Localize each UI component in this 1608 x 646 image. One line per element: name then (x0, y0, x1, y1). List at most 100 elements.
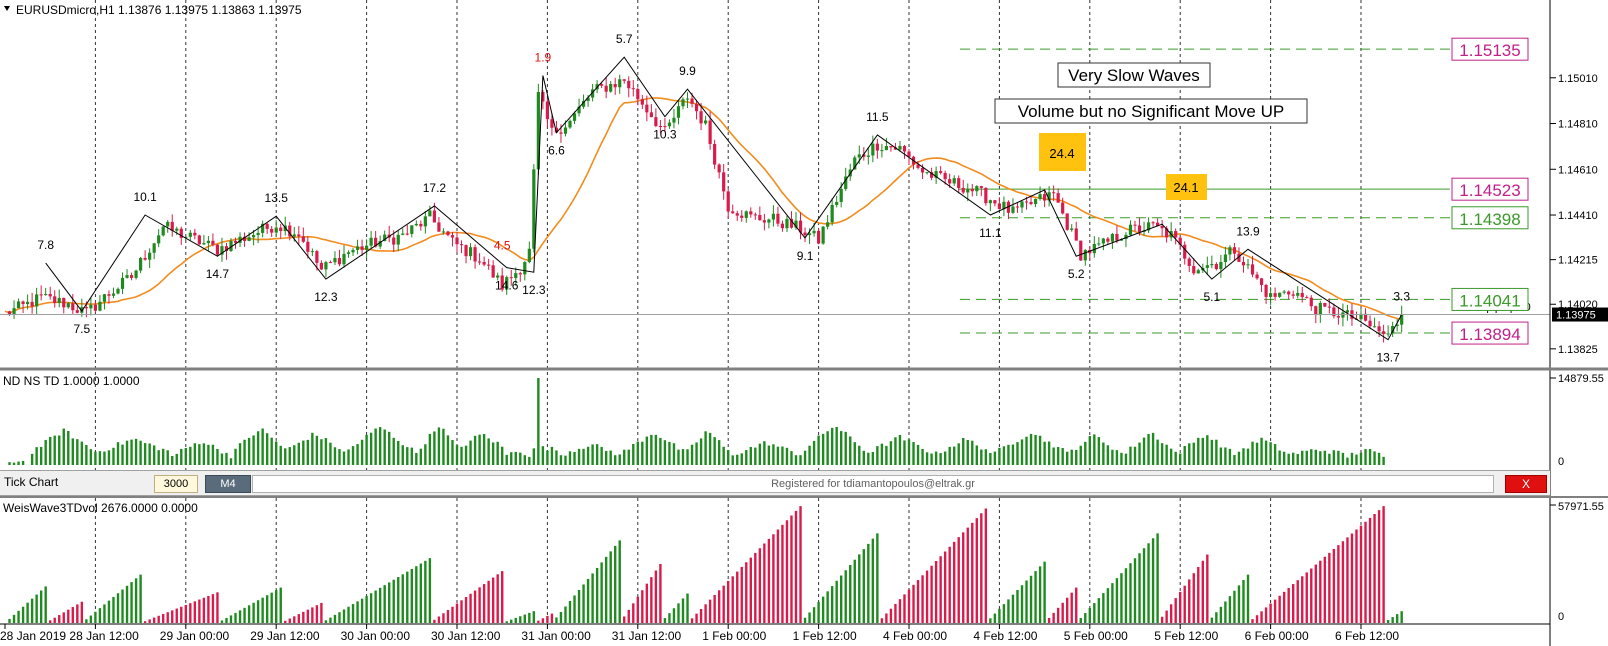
price-tick-label: 1.13825 (1558, 344, 1598, 356)
candle-body (473, 247, 477, 262)
candle-body (256, 232, 260, 236)
candle-body (586, 97, 590, 102)
candle-body (866, 155, 870, 157)
candle-body (1400, 314, 1404, 325)
candle-body (568, 120, 572, 128)
candle-body (1043, 194, 1047, 201)
candle-body (1083, 249, 1087, 261)
candle-body (468, 247, 473, 257)
wave-labels: 7.87.510.114.713.512.317.214.6 12.31.96.6… (37, 32, 1410, 365)
candle-body (1214, 264, 1218, 270)
candle-body (826, 222, 830, 227)
candle-body (889, 146, 893, 148)
candle-body (997, 203, 1001, 210)
candle-body (762, 220, 766, 223)
candle-body (279, 227, 283, 232)
candle-body (961, 187, 965, 193)
level-tag: 1.14398 (1451, 206, 1529, 230)
candle-body (1205, 265, 1209, 268)
tick-count-field[interactable]: 3000 (154, 475, 198, 493)
candle-body (1382, 331, 1386, 334)
candle-body (518, 273, 522, 275)
candle-body (636, 88, 640, 100)
ma-line (4, 97, 1402, 320)
candle-body (600, 84, 604, 86)
level-tag-box (1451, 177, 1529, 201)
time-tick-label: 4 Feb 00:00 (883, 629, 947, 643)
candle-body (939, 171, 943, 173)
zigzag-waves (45, 56, 1403, 341)
level-tag-text: 1.14523 (1459, 181, 1520, 200)
candle-body (1011, 206, 1015, 213)
candle-body (1110, 233, 1114, 242)
candle-body (211, 240, 215, 245)
candle-body (722, 172, 726, 192)
candle-body (627, 80, 631, 89)
candle-body (1038, 194, 1042, 199)
candle-body (1106, 238, 1110, 242)
candle-body (229, 240, 233, 252)
candle-body (776, 213, 780, 224)
candle-body (148, 252, 152, 260)
time-tick-label: 30 Jan 00:00 (341, 629, 411, 643)
candle-body (1359, 313, 1363, 320)
candle-body (30, 301, 34, 307)
candle-body (446, 231, 450, 236)
candle-body (581, 101, 586, 107)
candle-body (658, 126, 662, 128)
level-tag-box (1451, 206, 1529, 230)
time-tick-label: 28 Jan 2019 (0, 629, 66, 643)
candle-body (7, 311, 12, 315)
highlight-box-1: 24.4 (1039, 133, 1086, 171)
candle-body (1377, 326, 1381, 332)
candle-body (554, 127, 559, 133)
candle-body (459, 244, 464, 246)
candle-body (491, 265, 495, 278)
candle-body (1047, 192, 1051, 201)
level-tag-text: 1.15135 (1459, 41, 1520, 60)
tick-chart-label: Tick Chart (4, 475, 59, 489)
candle-body (360, 246, 364, 250)
wave-label: 17.2 (423, 181, 447, 195)
wave-label: 5.7 (616, 32, 633, 46)
candle-body (979, 186, 983, 188)
time-tick-label: 29 Jan 00:00 (160, 629, 230, 643)
candle-body (713, 143, 717, 165)
candle-body (640, 99, 644, 105)
candle-body (197, 235, 201, 245)
price-tick-label: 1.15010 (1558, 73, 1598, 85)
timeframe-button[interactable]: M4 (205, 475, 251, 493)
wave-label: 1.9 (535, 50, 552, 64)
candle-body (75, 310, 79, 313)
candle-body (631, 88, 635, 90)
candle-body (649, 112, 653, 118)
candle-body (993, 200, 997, 204)
candle-body (893, 147, 898, 150)
wave-label: 10.1 (133, 190, 157, 204)
candle-body (355, 246, 360, 250)
candle-body (450, 235, 455, 238)
wave-label: 12.3 (314, 290, 338, 304)
weis-title: WeisWave3TDvol 2676.0000 0.0000 (3, 501, 198, 515)
close-button[interactable]: X (1505, 475, 1547, 493)
candle-body (351, 249, 355, 253)
candle-body (871, 143, 875, 156)
candle-body (1345, 310, 1350, 313)
candle-body (708, 120, 712, 144)
candle-body (378, 241, 382, 247)
candle-body (1287, 291, 1291, 295)
candle-body (107, 294, 111, 296)
candle-body (807, 233, 812, 236)
candle-body (482, 262, 486, 265)
level-tag-text: 1.14398 (1459, 210, 1520, 229)
candle-body (1368, 320, 1372, 327)
candle-body (215, 244, 220, 255)
wave-label: 6.6 (548, 144, 565, 158)
candle-body (622, 79, 626, 81)
candle-body (1300, 292, 1304, 298)
candle-body (116, 288, 120, 294)
collapse-triangle-icon[interactable] (4, 6, 10, 11)
candle-body (129, 275, 134, 278)
